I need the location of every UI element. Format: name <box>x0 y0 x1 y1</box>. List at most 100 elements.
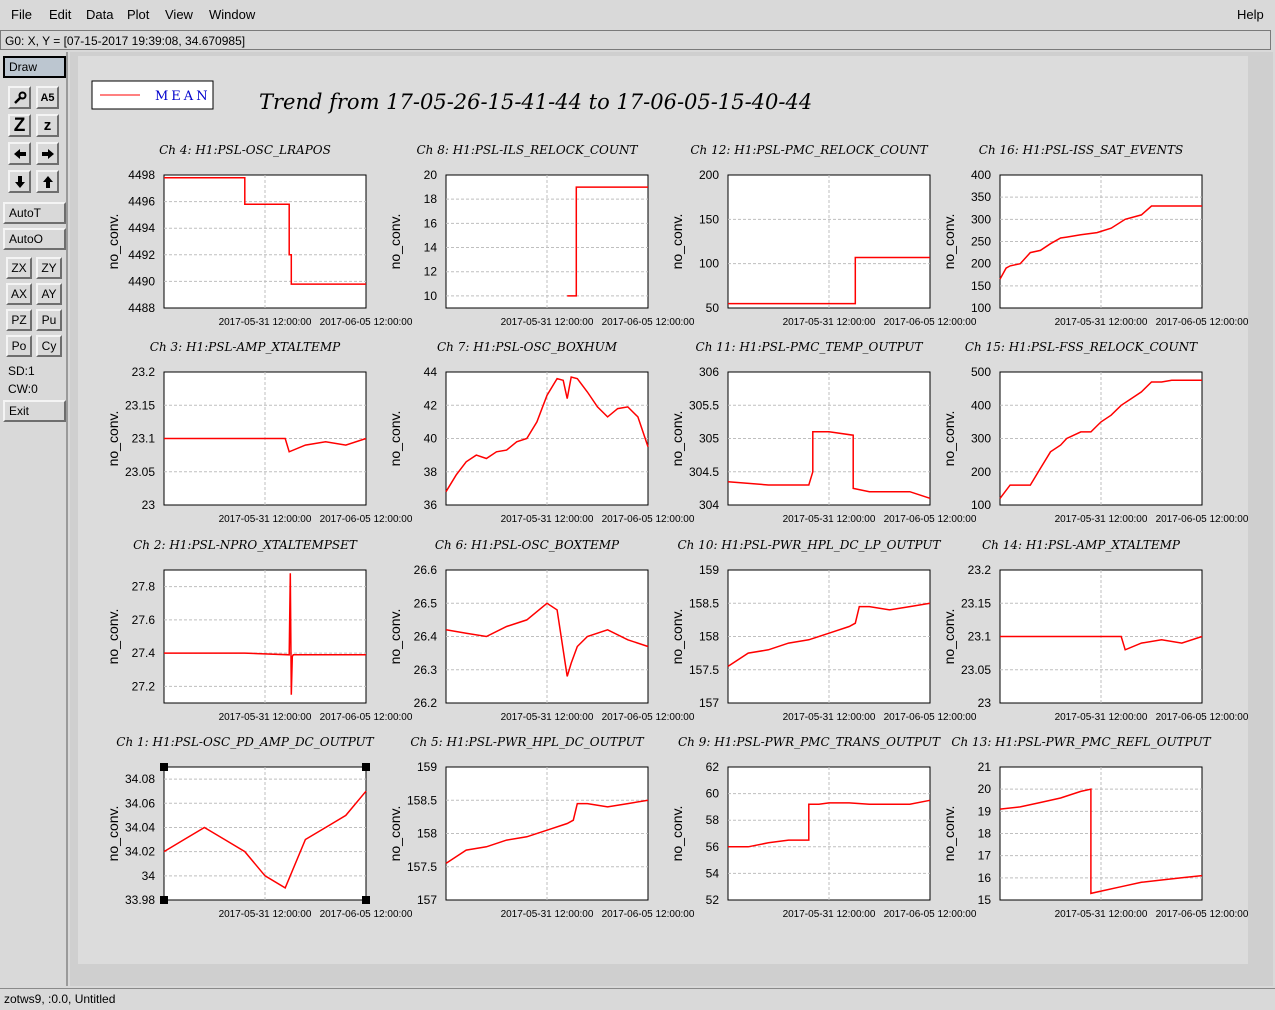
plot-panel[interactable]: 20 18 16 14 12 10 2017-05-31 12:00:00 2017-06-0… <box>387 143 695 328</box>
plot-panel[interactable]: 159 158.5 158 157.5 157 2017-05-31 12:00:00 20… <box>669 538 977 723</box>
arrow-left-icon[interactable] <box>8 142 31 165</box>
y-tick-label: 26.6 <box>414 563 438 577</box>
menu-edit[interactable]: Edit <box>49 7 72 22</box>
display-status: zotws9, :0.0, Untitled <box>4 992 116 1006</box>
arrow-right-icon[interactable] <box>36 142 59 165</box>
series-line <box>727 431 931 500</box>
menu-file[interactable]: File <box>11 7 32 22</box>
menu-window[interactable]: Window <box>209 7 256 22</box>
menu-help[interactable]: Help <box>1237 7 1264 22</box>
ay-button[interactable]: AY <box>36 283 62 305</box>
arrow-up-icon[interactable] <box>36 170 59 193</box>
legend-label: MEAN <box>155 89 211 104</box>
plot-panel[interactable]: 4498 4496 4494 4492 4490 4488 2017-05-31 12:00… <box>105 143 413 328</box>
plot-panel[interactable]: 306 305.5 305 304.5 304 2017-05-31 12:00:00 20… <box>669 340 977 525</box>
draw-button[interactable]: Draw <box>3 56 66 78</box>
series-line <box>727 602 931 668</box>
plot-panel[interactable]: 159 158.5 158 157.5 157 2017-05-31 12:00:00 20… <box>387 735 695 920</box>
plot-panel[interactable]: 44 42 40 38 36 2017-05-31 12:00:00 2017-06-05 … <box>387 340 695 525</box>
y-tick-label: 20 <box>424 168 438 182</box>
trend-title: Trend from 17-05-26-15-41-44 to 17-06-05… <box>259 90 812 114</box>
x-tick-label: 2017-06-05 12:00:00 <box>884 909 977 920</box>
zx-button[interactable]: ZX <box>6 257 32 279</box>
plot-panel[interactable]: 400 350 300 250 200 150 100 2017-05-31 12:00:00… <box>941 143 1249 328</box>
plot-panel[interactable]: 21 20 19 18 17 16 15 2017-05-31 12:00:00 2017-06… <box>941 735 1249 920</box>
cy-button[interactable]: Cy <box>36 335 62 357</box>
y-tick-label: 306 <box>699 365 719 379</box>
plot-panel[interactable]: 23.2 23.15 23.1 23.05 23 2017-05-31 12:00:00 2… <box>105 340 413 525</box>
ax-button[interactable]: AX <box>6 283 32 305</box>
y-tick-label: 100 <box>971 301 991 315</box>
cw-label: CW:0 <box>8 382 38 396</box>
menu-bar: File Edit Data Plot View Window Help <box>0 0 1275 30</box>
x-tick-label: 2017-06-05 12:00:00 <box>602 712 695 723</box>
y-tick-label: 350 <box>971 190 991 204</box>
x-tick-label: 2017-05-31 12:00:00 <box>1055 317 1148 328</box>
y-axis-label: no_conv. <box>669 411 685 467</box>
autot-button[interactable]: AutoT <box>3 202 66 224</box>
x-tick-label: 2017-05-31 12:00:00 <box>783 712 876 723</box>
selection-handle <box>160 896 168 904</box>
y-axis-label: no_conv. <box>387 609 403 665</box>
wrench-icon[interactable] <box>8 86 31 109</box>
po-button[interactable]: Po <box>6 335 32 357</box>
plot-panel[interactable]: 27.8 27.6 27.4 27.2 2017-05-31 12:00:00 2017-… <box>105 538 413 723</box>
plot-panel[interactable]: 23.2 23.15 23.1 23.05 23 2017-05-31 12:00:00 2… <box>941 538 1249 723</box>
y-tick-label: 21 <box>978 760 992 774</box>
plot-title: Ch 11: H1:PSL-PMC_TEMP_OUTPUT <box>696 340 924 354</box>
y-tick-label: 26.3 <box>414 663 438 677</box>
menu-view[interactable]: View <box>165 7 193 22</box>
plot-panel[interactable]: 62 60 58 56 54 52 2017-05-31 12:00:00 2017-06-0… <box>669 735 977 920</box>
x-tick-label: 2017-05-31 12:00:00 <box>501 712 594 723</box>
x-tick-label: 2017-06-05 12:00:00 <box>1156 712 1249 723</box>
zoom-text-icon[interactable]: A5 <box>36 86 59 109</box>
y-tick-label: 23.2 <box>132 365 156 379</box>
y-tick-label: 40 <box>424 432 438 446</box>
y-tick-label: 4496 <box>128 195 155 209</box>
x-tick-label: 2017-06-05 12:00:00 <box>320 317 413 328</box>
x-tick-label: 2017-05-31 12:00:00 <box>501 909 594 920</box>
y-tick-label: 158 <box>417 827 437 841</box>
x-tick-label: 2017-05-31 12:00:00 <box>219 909 312 920</box>
y-tick-label: 500 <box>971 365 991 379</box>
zoom-in-z-icon[interactable]: Z <box>8 114 31 137</box>
zoom-out-z-icon[interactable]: z <box>36 114 59 137</box>
plot-title: Ch 16: H1:PSL-ISS_SAT_EVENTS <box>979 143 1183 157</box>
pu-button[interactable]: Pu <box>36 309 62 331</box>
pz-button[interactable]: PZ <box>6 309 32 331</box>
selection-handle <box>362 763 370 771</box>
y-tick-label: 14 <box>424 241 438 255</box>
menu-data[interactable]: Data <box>86 7 114 22</box>
y-tick-label: 400 <box>971 168 991 182</box>
plot-panel[interactable]: 500 400 300 200 100 2017-05-31 12:00:00 2017-0… <box>941 340 1249 525</box>
y-axis-label: no_conv. <box>387 806 403 862</box>
y-tick-label: 150 <box>699 212 719 226</box>
y-tick-label: 159 <box>417 760 437 774</box>
plot-title: Ch 13: H1:PSL-PWR_PMC_REFL_OUTPUT <box>951 735 1211 749</box>
plot-panel[interactable]: 26.6 26.5 26.4 26.3 26.2 2017-05-31 12:00:00 2… <box>387 538 695 723</box>
y-tick-label: 27.2 <box>132 679 156 693</box>
y-tick-label: 200 <box>699 168 719 182</box>
exit-button[interactable]: Exit <box>3 400 66 422</box>
x-tick-label: 2017-05-31 12:00:00 <box>501 514 594 525</box>
zy-button[interactable]: ZY <box>36 257 62 279</box>
y-tick-label: 4494 <box>128 221 155 235</box>
y-tick-label: 27.8 <box>132 580 156 594</box>
autoo-button[interactable]: AutoO <box>3 228 66 250</box>
y-tick-label: 150 <box>971 279 991 293</box>
x-tick-label: 2017-06-05 12:00:00 <box>320 514 413 525</box>
y-tick-label: 18 <box>424 192 438 206</box>
series-line <box>163 790 367 889</box>
y-tick-label: 158.5 <box>407 793 437 807</box>
arrow-down-icon[interactable] <box>8 170 31 193</box>
series-line <box>728 799 931 848</box>
plot-panel[interactable]: 200 150 100 50 2017-05-31 12:00:00 2017-06-05… <box>669 143 977 328</box>
y-tick-label: 12 <box>424 265 438 279</box>
y-axis-label: no_conv. <box>105 806 121 862</box>
plot-panel[interactable]: 34.08 34.06 34.04 34.02 34 33.98 2017-05-31 12… <box>105 735 413 920</box>
y-tick-label: 56 <box>706 840 720 854</box>
y-axis-label: no_conv. <box>387 214 403 270</box>
menu-plot[interactable]: Plot <box>127 7 150 22</box>
x-tick-label: 2017-06-05 12:00:00 <box>884 514 977 525</box>
